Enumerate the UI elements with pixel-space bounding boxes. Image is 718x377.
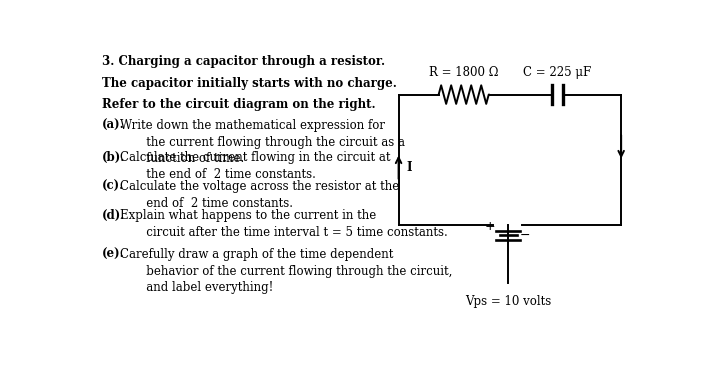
Text: Write down the mathematical expression for
       the current flowing through th: Write down the mathematical expression f… (120, 119, 405, 165)
Text: (d).: (d). (102, 209, 126, 222)
Text: +: + (485, 220, 495, 233)
Text: I: I (407, 161, 412, 174)
Text: Vps = 10 volts: Vps = 10 volts (465, 295, 551, 308)
Text: Refer to the circuit diagram on the right.: Refer to the circuit diagram on the righ… (102, 98, 376, 111)
Text: 3. Charging a capacitor through a resistor.: 3. Charging a capacitor through a resist… (102, 55, 385, 68)
Text: Calculate the current flowing in the circuit at
       the end of  2 time consta: Calculate the current flowing in the cir… (120, 151, 391, 181)
Text: −: − (520, 229, 530, 242)
Text: Carefully draw a graph of the time dependent
       behavior of the current flow: Carefully draw a graph of the time depen… (120, 248, 452, 294)
Text: (c).: (c). (102, 180, 124, 193)
Text: Explain what happens to the current in the
       circuit after the time interva: Explain what happens to the current in t… (120, 209, 447, 239)
Text: C = 225 μF: C = 225 μF (523, 66, 592, 79)
Text: The capacitor initially starts with no charge.: The capacitor initially starts with no c… (102, 77, 397, 90)
Text: Calculate the voltage across the resistor at the
       end of  2 time constants: Calculate the voltage across the resisto… (120, 180, 399, 210)
Text: R = 1800 Ω: R = 1800 Ω (429, 66, 498, 79)
Text: (b).: (b). (102, 151, 126, 164)
Text: (e).: (e). (102, 248, 125, 261)
Text: (a).: (a). (102, 119, 125, 132)
